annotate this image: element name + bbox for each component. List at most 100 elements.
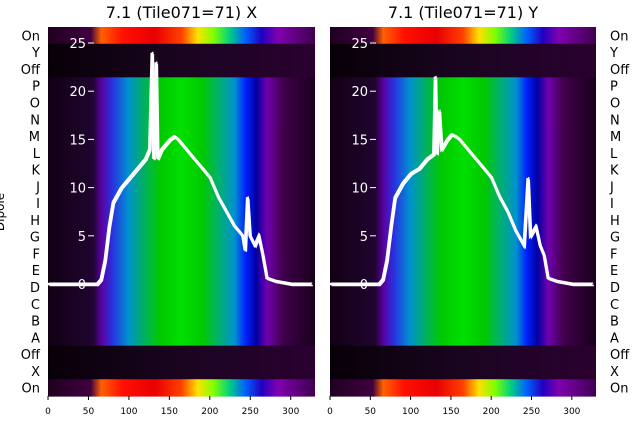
y-tick-label: 0 [78, 278, 86, 293]
heatmap-row [48, 43, 315, 62]
x-tick-label: 0 [45, 407, 51, 417]
row-label: X [31, 365, 40, 380]
heatmap-row [330, 110, 596, 129]
row-label: M [610, 130, 621, 145]
heatmap-row [330, 43, 596, 62]
heatmap-row [48, 161, 315, 179]
row-label: F [33, 247, 40, 262]
x-tick-label: 250 [523, 407, 540, 417]
row-label: G [30, 231, 40, 246]
heatmap-row [48, 194, 315, 213]
x-tick-label: 300 [563, 407, 580, 417]
x-tick-label: 200 [201, 407, 218, 417]
heatmap-row [330, 94, 596, 112]
heatmap-row [48, 345, 315, 364]
y-tick-label: 15 [69, 133, 86, 148]
x-tick-label: 200 [483, 407, 500, 417]
chart-title: 7.1 (Tile071=71) X [106, 3, 257, 22]
heatmap-row [48, 110, 315, 129]
y-tick-label: 20 [69, 85, 86, 100]
heatmap-row [48, 312, 315, 330]
y-tick-label: 10 [351, 182, 368, 197]
x-tick-label: 150 [161, 407, 178, 417]
heatmap-row [48, 211, 315, 229]
row-label: E [610, 264, 618, 279]
y-tick-label: 25 [69, 37, 86, 52]
heatmap-row [48, 94, 315, 112]
x-tick-label: 50 [365, 407, 377, 417]
row-label: Off [21, 63, 41, 78]
row-label: Off [610, 63, 630, 78]
y-tick-label: 25 [351, 37, 368, 52]
heatmap-row [330, 228, 596, 246]
row-label: On [22, 382, 40, 397]
x-tick-label: 150 [442, 407, 459, 417]
heatmap-row [48, 261, 315, 280]
heatmap-row [330, 161, 596, 179]
row-label: On [22, 29, 40, 44]
y-tick-label: 10 [69, 182, 86, 197]
y-tick-label: 5 [78, 230, 86, 245]
row-label: P [610, 80, 618, 95]
y-tick-label: 5 [360, 230, 368, 245]
heatmap-row [48, 328, 315, 347]
heatmap-row [330, 60, 596, 78]
heatmap-row [330, 177, 596, 196]
row-label: Off [21, 348, 41, 363]
heatmap-row [48, 278, 315, 296]
row-label: Y [609, 46, 618, 61]
row-label: N [30, 113, 40, 128]
x-tick-label: 100 [120, 407, 137, 417]
heatmap-row [330, 261, 596, 280]
row-label: I [36, 197, 40, 212]
heatmap-row [330, 127, 596, 146]
y-tick-label: 0 [360, 278, 368, 293]
row-label: O [610, 96, 620, 111]
row-label: J [609, 180, 614, 195]
x-tick-label: 250 [242, 407, 259, 417]
heatmap-row [330, 328, 596, 347]
x-tick-label: 50 [83, 407, 95, 417]
heatmap-row [48, 60, 315, 78]
chart-title: 7.1 (Tile071=71) Y [388, 3, 538, 22]
row-label: K [31, 164, 40, 179]
row-label: J [35, 180, 40, 195]
heatmap-row [330, 194, 596, 213]
y-tick-label: 20 [351, 85, 368, 100]
row-label: G [610, 231, 620, 246]
row-label: K [610, 164, 619, 179]
heatmap-row [48, 362, 315, 380]
heatmap-row [330, 77, 596, 95]
heatmap-row [330, 245, 596, 263]
overlay-line [49, 54, 313, 287]
row-label: O [30, 96, 40, 111]
row-label: E [32, 264, 40, 279]
heatmap-row [48, 295, 315, 313]
heatmap-row [330, 278, 596, 296]
heatmap-row [48, 245, 315, 263]
y-axis-label: Dipole [0, 193, 7, 231]
row-label: A [610, 331, 619, 346]
heatmap-row [330, 295, 596, 313]
row-label: L [610, 147, 618, 162]
row-label: H [610, 214, 620, 229]
row-label: Off [610, 348, 630, 363]
heatmap-row [330, 27, 596, 45]
heatmap-row [48, 177, 315, 196]
row-label: D [610, 281, 620, 296]
x-tick-label: 0 [327, 407, 333, 417]
row-label: N [610, 113, 620, 128]
heatmap-row [48, 228, 315, 246]
heatmap-row [330, 379, 596, 397]
row-label: P [32, 80, 40, 95]
heatmap-row [330, 362, 596, 380]
row-label: On [610, 382, 628, 397]
x-tick-label: 100 [402, 407, 419, 417]
row-label: B [31, 315, 40, 330]
row-label: L [33, 147, 41, 162]
row-label: F [610, 247, 617, 262]
heatmap-row [48, 379, 315, 397]
heatmap-row [48, 77, 315, 95]
